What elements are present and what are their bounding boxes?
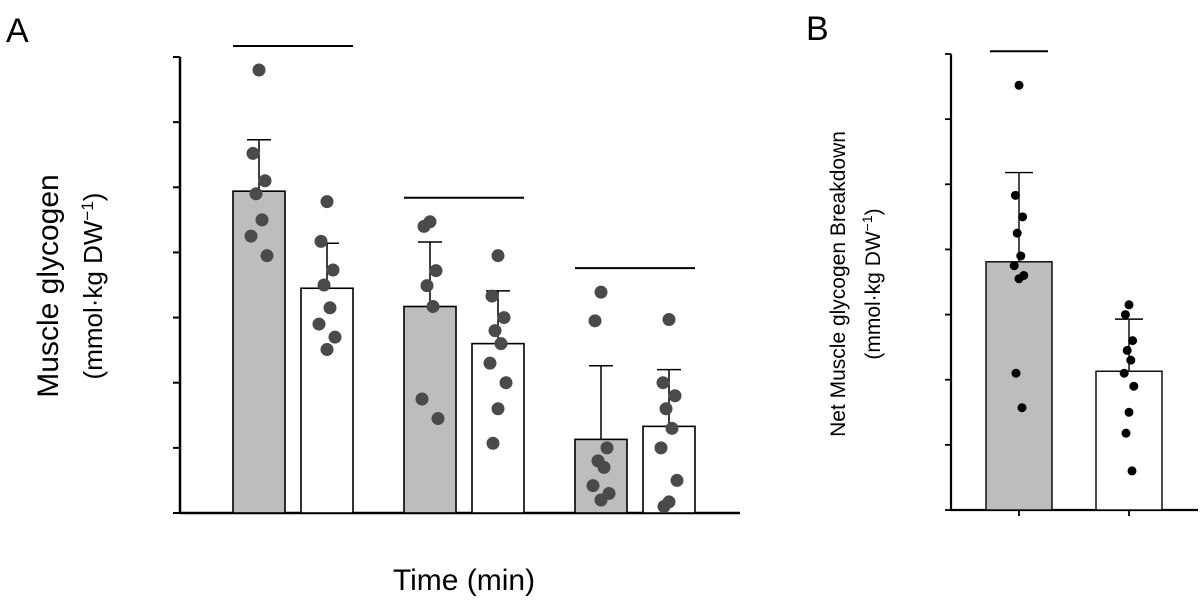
- data-point: [657, 499, 671, 513]
- data-point: [312, 317, 326, 331]
- data-point: [491, 402, 505, 416]
- data-point: [668, 389, 682, 403]
- data-point: [320, 342, 334, 356]
- data-point: [314, 234, 328, 248]
- data-point: [244, 229, 258, 243]
- data-point: [600, 441, 614, 455]
- data-point: [483, 356, 497, 370]
- bar: [300, 287, 354, 514]
- data-point: [1011, 368, 1021, 378]
- data-point: [417, 219, 431, 233]
- data-point: [670, 473, 684, 487]
- data-point: [1014, 80, 1024, 90]
- data-point: [659, 402, 673, 416]
- panel-b-y-unit-close: ): [862, 208, 885, 215]
- data-point: [326, 263, 340, 277]
- panel-a-y-unit-close: ): [78, 193, 108, 202]
- data-point: [426, 299, 440, 313]
- data-point: [420, 279, 434, 293]
- panel-b-y-axis-title: Net Muscle glycogen Breakdown: [827, 131, 850, 437]
- panel-b-label: B: [806, 10, 829, 48]
- panel-a-y-unit-sup: −1: [78, 201, 97, 220]
- data-point: [1017, 403, 1027, 413]
- data-point: [499, 376, 513, 390]
- data-point: [1121, 428, 1131, 438]
- data-point: [1124, 300, 1134, 310]
- data-point: [662, 313, 676, 327]
- data-point: [588, 314, 602, 328]
- data-point: [491, 249, 505, 263]
- bar: [1095, 370, 1163, 511]
- data-point: [1124, 407, 1134, 417]
- data-point: [654, 441, 668, 455]
- panel-b-plot: [945, 50, 1198, 516]
- panel-a-y-unit-main: (mmol·kg DW: [78, 220, 108, 379]
- data-point: [1122, 345, 1132, 355]
- data-point: [1126, 355, 1136, 365]
- bar: [403, 305, 457, 514]
- data-point: [258, 174, 272, 188]
- data-point: [1012, 228, 1022, 238]
- data-point: [497, 311, 511, 325]
- panel-b-y-unit-main: (mmol·kg DW: [862, 231, 885, 359]
- bar: [232, 190, 286, 514]
- panel-a-label: A: [6, 12, 29, 50]
- data-point: [586, 479, 600, 493]
- data-point: [252, 63, 266, 77]
- data-point: [594, 285, 608, 299]
- panel-b-y-axis-unit: (mmol·kg DW−1): [859, 208, 885, 359]
- panel-a-plot: [173, 45, 740, 515]
- data-point: [260, 249, 274, 263]
- panel-b-y-unit-sup: −1: [859, 215, 875, 231]
- data-point: [429, 264, 443, 278]
- data-point: [1010, 190, 1020, 200]
- data-point: [656, 376, 670, 390]
- data-point: [246, 146, 260, 160]
- data-point: [665, 421, 679, 435]
- data-point: [317, 278, 331, 292]
- panel-a-y-axis-unit: (mmol·kg DW−1): [78, 193, 109, 380]
- data-point: [594, 493, 608, 507]
- data-point: [485, 289, 499, 303]
- data-point: [1009, 261, 1019, 271]
- panel-a-x-axis-title: Time (min): [393, 564, 535, 597]
- data-point: [1129, 381, 1139, 391]
- data-point: [1016, 251, 1026, 261]
- data-point: [597, 460, 611, 474]
- data-point: [1127, 466, 1137, 476]
- data-point: [1119, 368, 1129, 378]
- data-point: [415, 392, 429, 406]
- data-point: [1018, 212, 1028, 222]
- bar: [985, 261, 1053, 511]
- data-point: [255, 213, 269, 227]
- data-point: [486, 436, 500, 450]
- data-point: [1014, 274, 1024, 284]
- data-point: [320, 195, 334, 209]
- bar: [471, 342, 525, 514]
- data-point: [328, 330, 342, 344]
- data-point: [249, 187, 263, 201]
- data-point: [488, 324, 502, 338]
- data-point: [494, 337, 508, 351]
- data-point: [1128, 336, 1138, 346]
- data-point: [323, 301, 337, 315]
- panel-a-y-axis-title: Muscle glycogen: [32, 174, 65, 397]
- data-point: [431, 412, 445, 426]
- data-point: [1120, 310, 1130, 320]
